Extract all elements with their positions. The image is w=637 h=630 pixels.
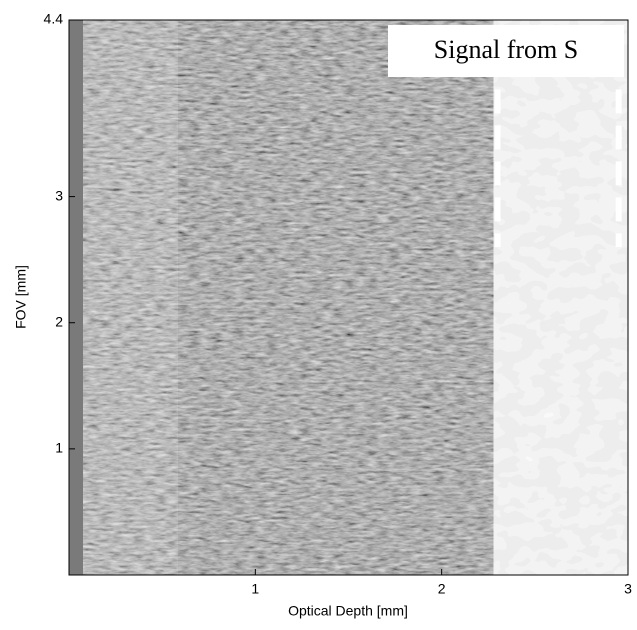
image-left-band <box>69 20 83 575</box>
image-light-band <box>83 20 178 575</box>
x-axis-label: Optical Depth [mm] <box>288 603 408 619</box>
annotation: Signal from S <box>434 35 578 64</box>
image-area <box>69 20 628 575</box>
y-tick-label: 3 <box>55 187 63 203</box>
image-signal-band <box>493 20 628 575</box>
y-tick-label: 1 <box>55 440 63 456</box>
x-tick-label: 1 <box>251 581 259 597</box>
annotation-box <box>388 25 624 77</box>
y-axis-label: FOV [mm] <box>13 265 29 329</box>
y-tick-label: 4.4 <box>44 11 64 27</box>
plot-frame <box>68 19 629 576</box>
y-tick-label: 2 <box>55 313 63 329</box>
x-tick-label: 2 <box>438 581 446 597</box>
x-tick-label: 3 <box>624 581 632 597</box>
